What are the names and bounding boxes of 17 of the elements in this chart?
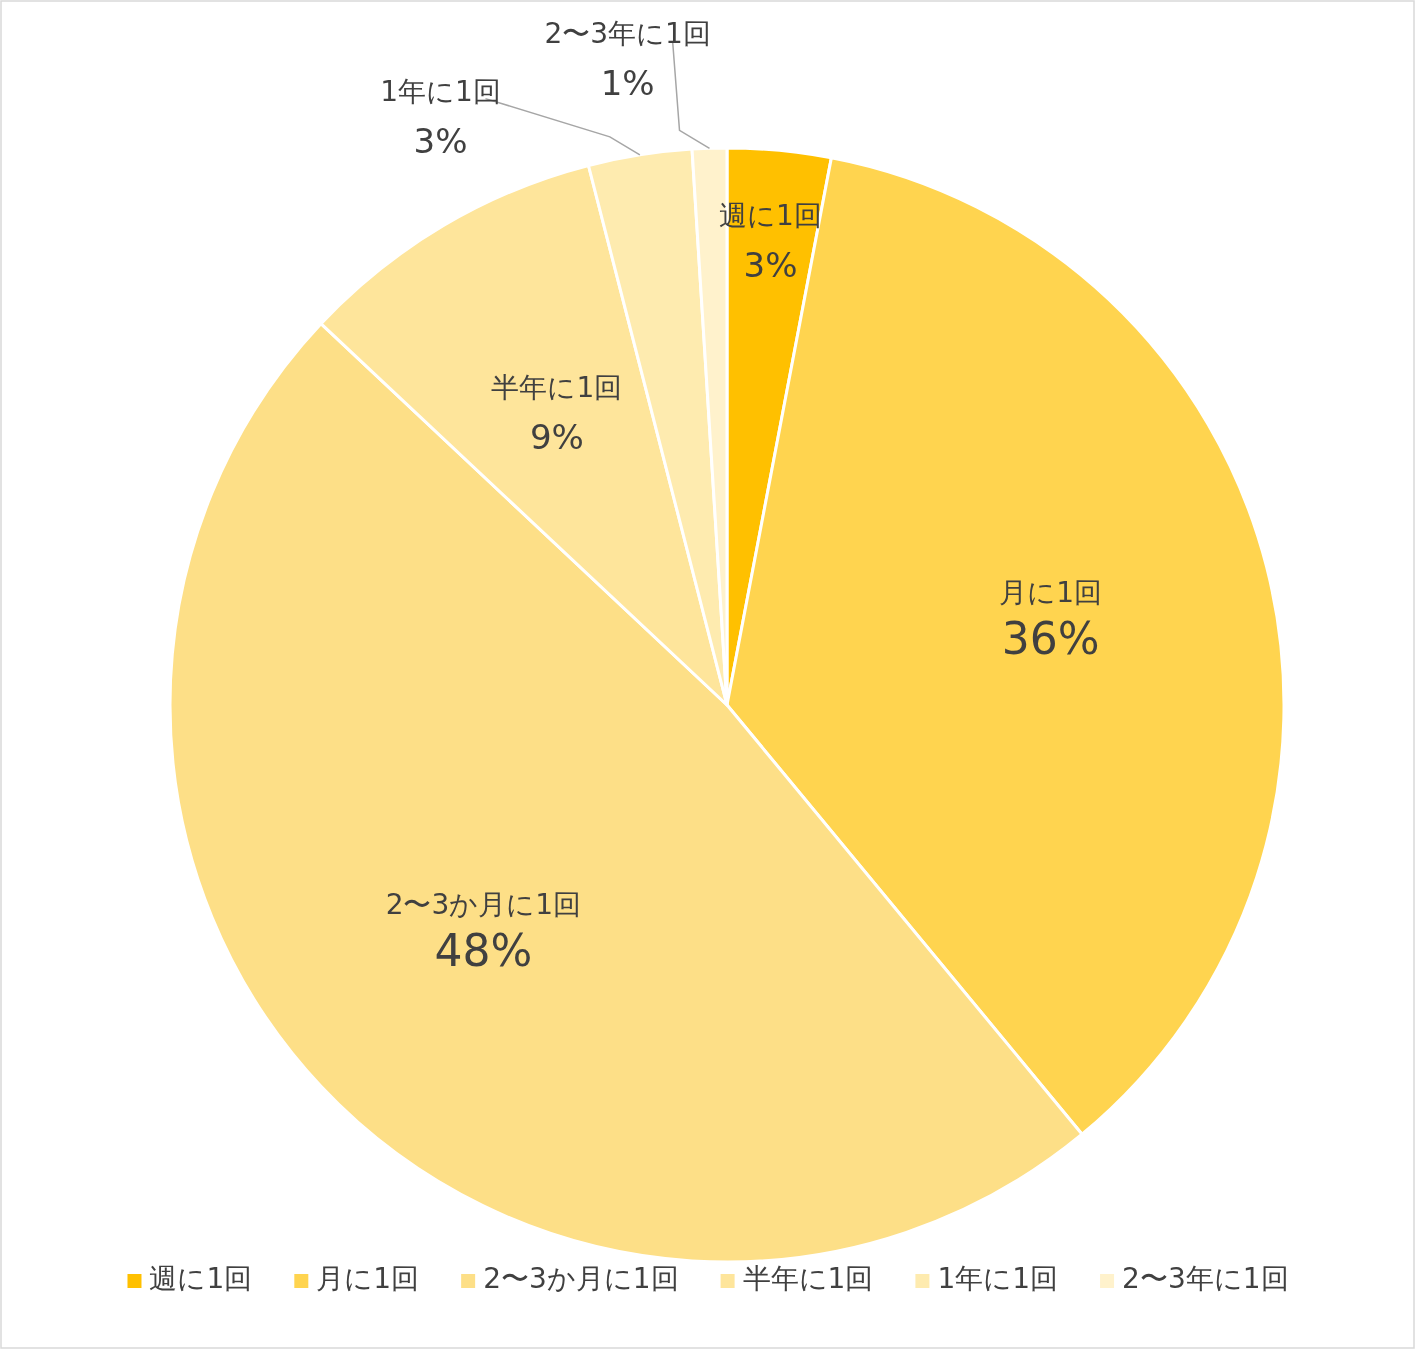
data-label: 3% <box>413 120 468 161</box>
legend-label: 週に1回 <box>149 1262 253 1295</box>
slice-label: 1年に1回 <box>380 74 501 108</box>
slice-label: 半年に1回 <box>491 371 623 405</box>
data-label: 3% <box>743 244 798 285</box>
slice-label: 月に1回 <box>999 575 1103 609</box>
legend-label: 2〜3か月に1回 <box>483 1262 679 1295</box>
data-label: 36% <box>1001 612 1100 664</box>
data-label: 1% <box>600 63 655 104</box>
legend-label: 半年に1回 <box>742 1262 874 1295</box>
legend-label: 月に1回 <box>316 1262 420 1295</box>
slice-label: 2〜3か月に1回 <box>385 887 582 921</box>
data-label: 9% <box>529 417 584 458</box>
slice-label: 2〜3年に1回 <box>544 17 711 51</box>
data-label: 48% <box>434 924 533 976</box>
legend-label: 2〜3年に1回 <box>1122 1262 1289 1295</box>
legend-label: 1年に1回 <box>937 1262 1059 1295</box>
